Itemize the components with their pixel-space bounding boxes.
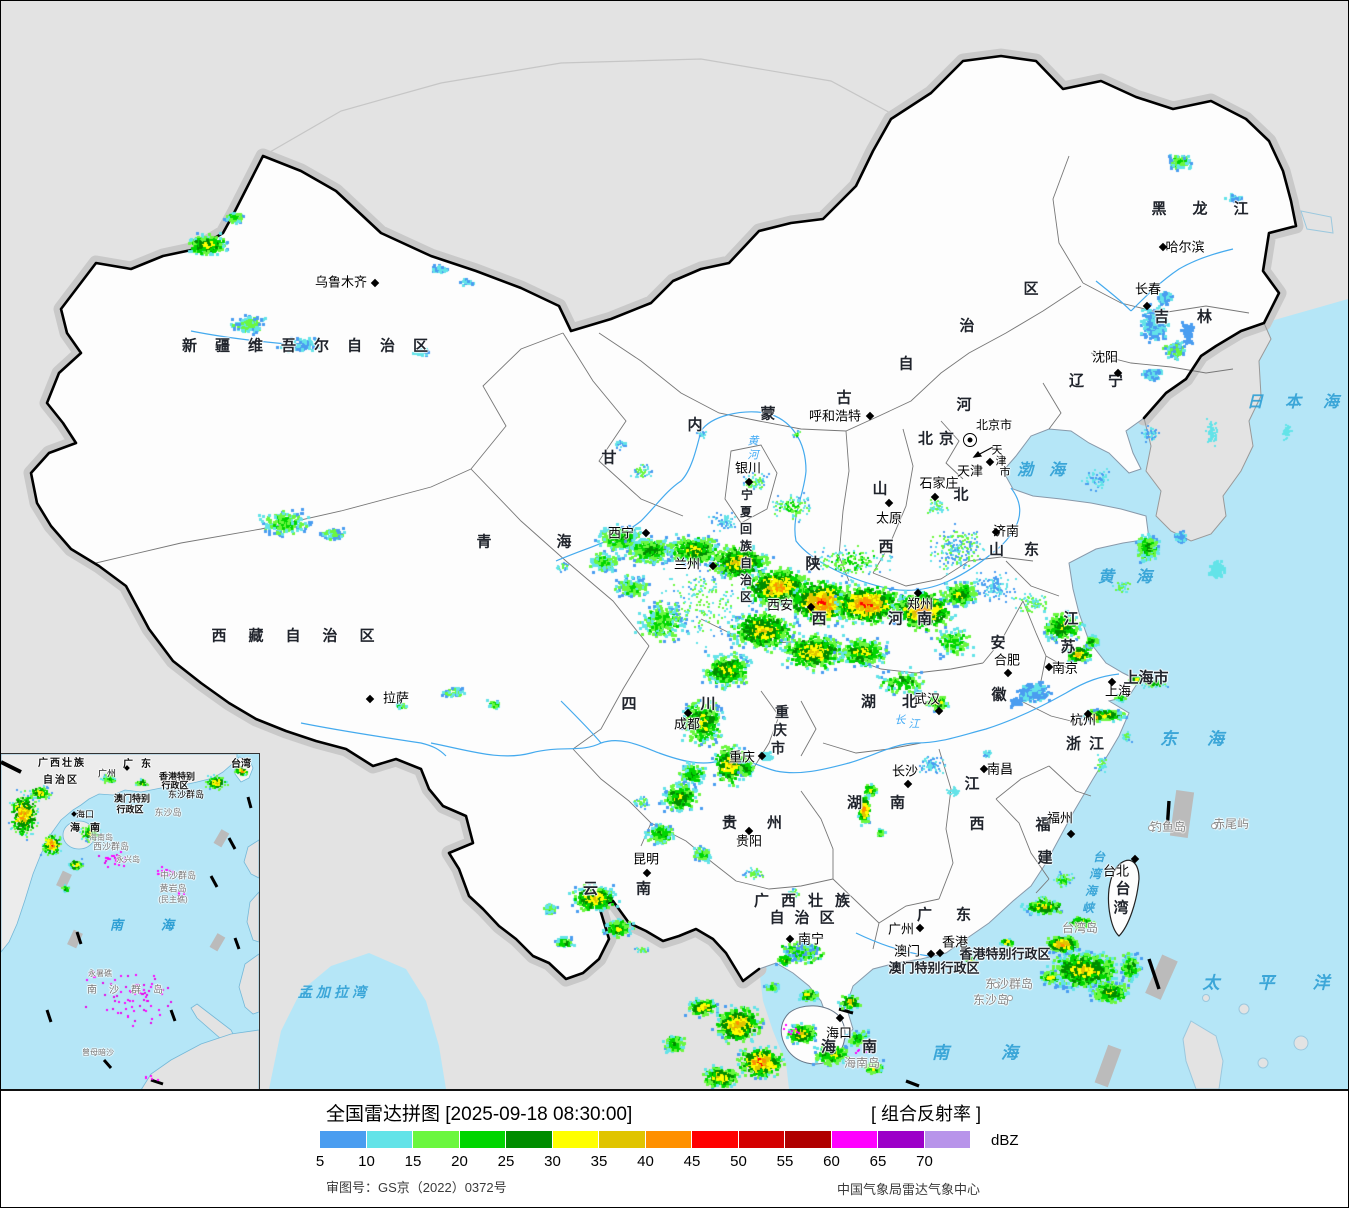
color-scale <box>320 1131 971 1148</box>
china-radar-map: 新疆维吾尔自治区 西藏自治区青海甘内蒙古自治区黑龙江 吉林 辽宁河北山西山东 河南陕西宁… <box>1 1 1348 1091</box>
approval-number: 审图号：GS京（2022）0372号 <box>326 1180 507 1195</box>
scale-tick: 10 <box>358 1153 375 1170</box>
scale-tick: 35 <box>590 1153 608 1170</box>
credit-label: 中国气象局雷达气象中心 <box>837 1182 981 1197</box>
map-title: 全国雷达拼图 [2025-09-18 08:30:00] <box>326 1104 633 1125</box>
scale-tick: 20 <box>451 1153 468 1170</box>
scale-swatch-10 <box>366 1131 413 1148</box>
scale-tick: 50 <box>730 1153 747 1170</box>
scale-tick: 55 <box>776 1153 794 1170</box>
scale-swatch-35 <box>599 1131 646 1148</box>
inset-echo-layer <box>1 754 259 1089</box>
scale-swatch-70 <box>924 1131 971 1148</box>
scale-tick: 40 <box>637 1153 654 1170</box>
product-label: [ 组合反射率 ] <box>871 1104 982 1124</box>
scale-tick: 15 <box>404 1153 422 1170</box>
scale-swatch-15 <box>413 1131 460 1148</box>
scale-swatch-20 <box>459 1131 506 1148</box>
scale-swatch-5 <box>320 1131 367 1148</box>
south-china-sea-inset: 广西壮族 自治区 广东 广州 台湾 香港特别 行政区 澳门特别 行政区 东沙群岛 东沙岛 海口 海南 海南… <box>1 753 260 1089</box>
scale-tick: 70 <box>916 1153 933 1170</box>
scale-tick: 60 <box>823 1153 840 1170</box>
legend-area: 全国雷达拼图 [2025-09-18 08:30:00] [ 组合反射率 ] 5… <box>1 1091 1348 1207</box>
scale-swatch-40 <box>645 1131 692 1148</box>
unit-label: dBZ <box>991 1132 1019 1149</box>
scale-swatch-50 <box>738 1131 785 1148</box>
scale-tick: 45 <box>683 1153 701 1170</box>
scale-swatch-55 <box>785 1131 832 1148</box>
scale-swatch-60 <box>831 1131 878 1148</box>
scale-tick: 25 <box>497 1153 515 1170</box>
scale-swatch-45 <box>692 1131 739 1148</box>
scale-swatch-65 <box>878 1131 925 1148</box>
scale-swatch-25 <box>506 1131 553 1148</box>
scale-tick: 65 <box>869 1153 887 1170</box>
scale-swatch-30 <box>552 1131 599 1148</box>
scale-tick: 5 <box>315 1153 325 1170</box>
scale-tick: 30 <box>544 1153 561 1170</box>
